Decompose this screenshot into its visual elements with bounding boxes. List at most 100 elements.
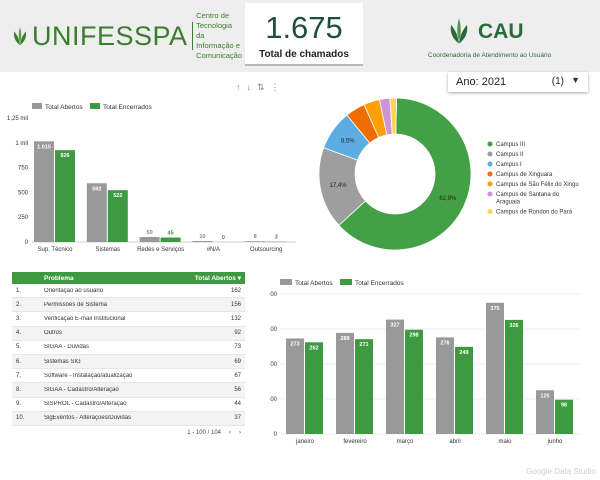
legend-label-encerrados: Total Encerrados (355, 280, 405, 287)
more-vert-icon[interactable]: ⋮ (270, 82, 286, 92)
bar-abertos[interactable] (139, 237, 160, 242)
legend-swatch-encerrados (90, 103, 100, 109)
table-pager: 1 - 100 / 104 ‹ › (12, 426, 245, 440)
bar-encerrados[interactable] (355, 339, 373, 434)
bar-abertos[interactable] (86, 183, 107, 242)
y-tick-label: 0 (274, 432, 278, 438)
bar-abertos[interactable] (486, 302, 504, 434)
row-index: 6. (16, 358, 22, 365)
bar-encerrados[interactable] (107, 190, 128, 242)
row-problema: SigEventos - Alterações/Dúvidas (44, 415, 132, 422)
year-filter-value: 2021 (481, 76, 507, 88)
table-row[interactable]: 6. Sistemas SIG 69 (12, 354, 245, 370)
x-tick-label: Redes e Serviços (137, 247, 184, 253)
row-total: 132 (230, 315, 241, 322)
x-tick-label: Sup. Técnico (38, 247, 74, 253)
bar-data-label: 1.015 (37, 144, 51, 150)
legend-swatch-abertos (280, 279, 292, 285)
x-tick-label: Sistemas (95, 247, 120, 253)
unifesspa-logo: UNIFESSPA Centro de Tecnologia da Inform… (12, 11, 242, 60)
pager-prev-icon[interactable]: ‹ (229, 429, 231, 436)
legend-dot (487, 161, 493, 167)
bar-abertos[interactable] (192, 241, 213, 242)
pager-next-icon[interactable]: › (239, 429, 241, 436)
arrow-down-icon[interactable]: ↓ (246, 82, 257, 92)
row-problema: Sistemas SIG (44, 358, 81, 365)
logo-divider (191, 22, 193, 50)
bar-chart-by-month: Total Abertos Total Encerrados 0 100 200 300 4… (270, 279, 580, 445)
problems-table: Problema Total Abertos ▾ 1. Orientação ao… (12, 272, 245, 440)
bar-abertos[interactable] (386, 319, 404, 434)
legend-label: Campus I (496, 162, 522, 168)
donut-chart-by-campus: 62,9% 17,4% 8,5% Campus III Campus II Campus … (318, 97, 579, 251)
leaf-logo-icon (13, 26, 27, 46)
bar-data-label: 298 (409, 333, 418, 339)
bar-encerrados[interactable] (305, 342, 323, 434)
y-tick-label: 300 (270, 327, 278, 333)
bar-encerrados[interactable] (160, 237, 181, 242)
bar-abertos[interactable] (436, 337, 454, 434)
bar-data-label: 273 (290, 341, 299, 347)
cau-subtitle: Coordenadoria de Atendimento ao Usuário (428, 52, 552, 59)
y-tick-label: 0 (25, 240, 29, 246)
unifesspa-brand: UNIFESSPA (32, 20, 188, 51)
caret-down-icon[interactable]: ▼ (571, 75, 580, 85)
table-row[interactable]: 5. SIGAA - Dúvidas 73 (12, 341, 245, 355)
bar-encerrados[interactable] (455, 346, 473, 434)
y-tick-label: 250 (18, 215, 29, 221)
row-index: 10. (16, 415, 25, 422)
bar-encerrados[interactable] (55, 150, 75, 242)
x-tick-label: março (397, 439, 414, 445)
table-row[interactable]: 3. Verificação E-mail Institucional 132 (12, 312, 245, 327)
bar-abertos[interactable] (34, 141, 54, 242)
legend-swatch-abertos (32, 103, 42, 109)
column-header-total[interactable]: Total Abertos ▾ (194, 275, 241, 282)
column-header-problema[interactable]: Problema (44, 274, 74, 282)
row-problema: SIGAA - Cadastro/Alteração (44, 386, 119, 393)
donut-slice[interactable] (338, 97, 472, 251)
legend-dot (487, 191, 493, 197)
bar-data-label: 3 (275, 235, 278, 241)
slice-label: 8,5% (341, 138, 355, 144)
y-tick-label: 400 (270, 292, 278, 298)
legend-label-encerrados: Total Encerrados (103, 104, 153, 111)
bar-data-label: 10 (199, 234, 205, 240)
table-row[interactable]: 4. Outros 92 (12, 326, 245, 341)
table-row[interactable]: 10. SigEventos - Alterações/Dúvidas 37 (12, 411, 245, 426)
ctic-line-1: Centro de Tecnologia da (196, 11, 232, 40)
table-row[interactable]: 2. Permissões de Sistema 156 (12, 298, 245, 313)
arrow-up-icon[interactable]: ↑ (236, 82, 247, 92)
bar-data-label: 326 (509, 323, 518, 329)
bar-abertos[interactable] (286, 338, 304, 434)
legend-dot (487, 151, 493, 157)
row-total: 162 (230, 287, 241, 294)
ctic-line-2: Informação e Comunicação (196, 41, 242, 60)
legend-dot (487, 209, 493, 214)
donut-slice[interactable] (389, 97, 397, 135)
bar-data-label: 592 (92, 186, 101, 192)
table-row[interactable]: 1. Orientação ao usuário 162 (12, 284, 245, 299)
bar-encerrados[interactable] (505, 319, 523, 434)
bar-data-label: 0 (222, 235, 225, 241)
x-tick-label: Outsourcing (250, 247, 282, 253)
legend-dot (487, 141, 493, 147)
bar-encerrados[interactable] (555, 399, 573, 434)
leaf-logo-icon (450, 18, 468, 44)
table-row[interactable]: 9. SISPROL - Cadastro/Alteração 44 (12, 398, 245, 412)
bar-data-label: 276 (440, 340, 449, 346)
bar-abertos[interactable] (536, 390, 554, 434)
legend-label: Campus II (496, 152, 524, 158)
bar-encerrados[interactable] (405, 329, 423, 434)
bar-abertos[interactable] (245, 241, 266, 242)
table-row[interactable]: 8. SIGAA - Cadastro/Alteração 56 (12, 383, 245, 398)
x-tick-label: janeiro (295, 439, 315, 445)
y-tick-label: 1,25 mil (7, 116, 28, 122)
bar-abertos[interactable] (336, 332, 354, 434)
sort-icon[interactable]: ⇅ (257, 82, 271, 92)
bar-data-label: 271 (359, 342, 368, 348)
y-tick-label: 200 (270, 362, 278, 368)
table-body: 1. Orientação ao usuário 162 2. Permissões d… (12, 284, 245, 426)
table-row[interactable]: 7. Software - Instalação/atualização 67 (12, 369, 245, 384)
year-filter[interactable]: Ano: 2021 (1) ▼ (448, 72, 588, 92)
